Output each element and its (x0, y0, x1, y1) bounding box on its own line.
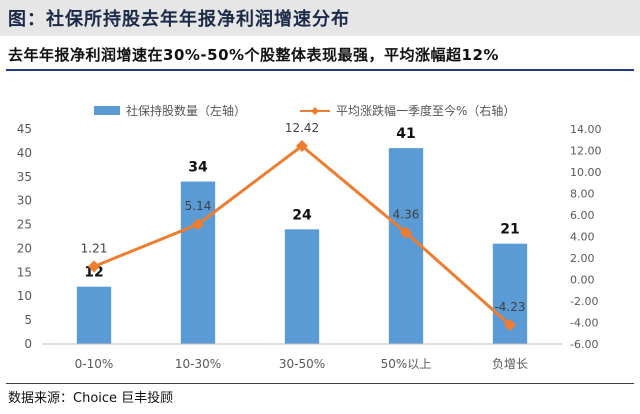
figure-title-bar: 图：社保所持股去年年报净利润增速分布 (0, 0, 640, 36)
left-tick-label: 20 (17, 241, 32, 255)
bar-value-label: 24 (292, 207, 312, 223)
right-axis-ticks: 14.00 12.00 10.00 8.00 6.00 4.00 2.00 0.00 -2.00… (570, 123, 602, 351)
chart-subtitle: 去年年报净利润增速在30%-50%个股整体表现最强，平均涨幅超12% (8, 46, 499, 64)
right-tick-label: 10.00 (570, 166, 602, 179)
bar-value-label: 41 (396, 126, 415, 142)
right-tick-label: 0.00 (570, 274, 595, 287)
bar (388, 148, 424, 344)
legend-bar-label: 社保持股数量（左轴） (126, 103, 246, 118)
left-tick-label: 30 (17, 194, 32, 208)
right-tick-label: 2.00 (570, 252, 595, 265)
line-point (400, 226, 412, 239)
line-value-label: 1.21 (81, 241, 108, 255)
right-tick-label: 4.00 (570, 231, 595, 244)
left-tick-label: 45 (17, 122, 32, 136)
line-point (504, 318, 516, 331)
left-axis-ticks: 0 5 10 15 20 25 30 35 40 45 (17, 122, 32, 351)
right-tick-label: 6.00 (570, 209, 595, 222)
line-value-label: 12.42 (285, 121, 319, 135)
line-value-label: 5.14 (185, 199, 212, 213)
category-label: 10-30% (175, 357, 221, 371)
right-tick-label: 14.00 (570, 123, 602, 136)
bar-value-label: 34 (188, 160, 208, 176)
category-label: 0-10% (75, 357, 114, 371)
legend-line-marker (311, 107, 319, 115)
legend: 社保持股数量（左轴） 平均涨跌幅一季度至今%（右轴） (94, 103, 515, 118)
left-tick-label: 25 (17, 218, 32, 232)
subtitle-divider (6, 69, 634, 71)
bar-value-label: 21 (500, 222, 519, 238)
category-label: 30-50% (279, 357, 325, 371)
line-point (192, 218, 204, 231)
bar-series (76, 148, 528, 344)
line-series (88, 139, 516, 331)
line-value-label: 4.36 (393, 208, 420, 222)
combo-chart: 社保持股数量（左轴） 平均涨跌幅一季度至今%（右轴） 0 5 10 15 20 25 30 3… (17, 103, 602, 371)
bar-value-label: 12 (84, 265, 103, 281)
category-label: 负增长 (492, 357, 528, 371)
left-tick-label: 35 (17, 170, 32, 184)
legend-bar-swatch (94, 106, 120, 115)
left-tick-label: 10 (17, 289, 32, 303)
category-tick-labels: 0-10% 10-30% 30-50% 50%以上 负增长 (75, 357, 528, 371)
line-value-label: -4.23 (494, 300, 525, 314)
source-divider (6, 383, 634, 384)
bar (284, 229, 320, 344)
legend-line-label: 平均涨跌幅一季度至今%（右轴） (336, 103, 515, 118)
right-tick-label: -6.00 (570, 338, 598, 351)
left-tick-label: 40 (17, 146, 32, 160)
bar (180, 181, 216, 344)
left-tick-label: 5 (24, 313, 32, 327)
bar (76, 286, 112, 344)
right-tick-label: -4.00 (570, 317, 598, 330)
left-tick-label: 0 (24, 337, 32, 351)
figure-title: 图：社保所持股去年年报净利润增速分布 (8, 9, 350, 30)
bar-data-labels: 12 34 24 41 21 (84, 126, 519, 281)
line-point (88, 260, 100, 273)
source-note: 数据来源：Choice 巨丰投顾 (8, 391, 174, 406)
right-tick-label: 12.00 (570, 145, 602, 158)
left-tick-label: 15 (17, 265, 32, 279)
category-label: 50%以上 (381, 357, 432, 371)
line-point (296, 139, 308, 152)
line-data-labels: 1.21 5.14 12.42 4.36 -4.23 (81, 121, 526, 314)
right-tick-label: -2.00 (570, 295, 598, 308)
right-tick-label: 8.00 (570, 188, 595, 201)
